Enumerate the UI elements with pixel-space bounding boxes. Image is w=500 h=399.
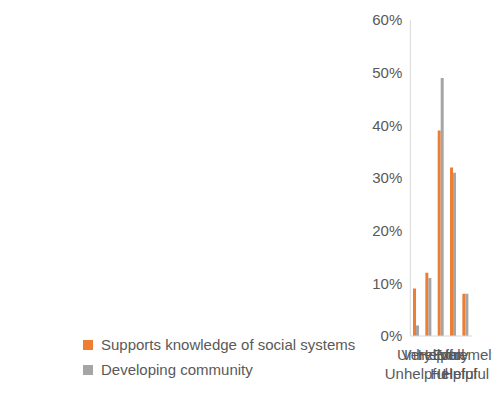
svg-text:60%: 60% <box>372 11 402 28</box>
svg-text:40%: 40% <box>372 117 402 134</box>
svg-text:20%: 20% <box>372 222 402 239</box>
svg-text:ExtremelyHelpful: ExtremelyHelpful <box>432 346 492 382</box>
svg-text:0%: 0% <box>381 327 403 344</box>
svg-text:30%: 30% <box>372 169 402 186</box>
svg-text:50%: 50% <box>372 64 402 81</box>
svg-text:10%: 10% <box>372 275 402 292</box>
